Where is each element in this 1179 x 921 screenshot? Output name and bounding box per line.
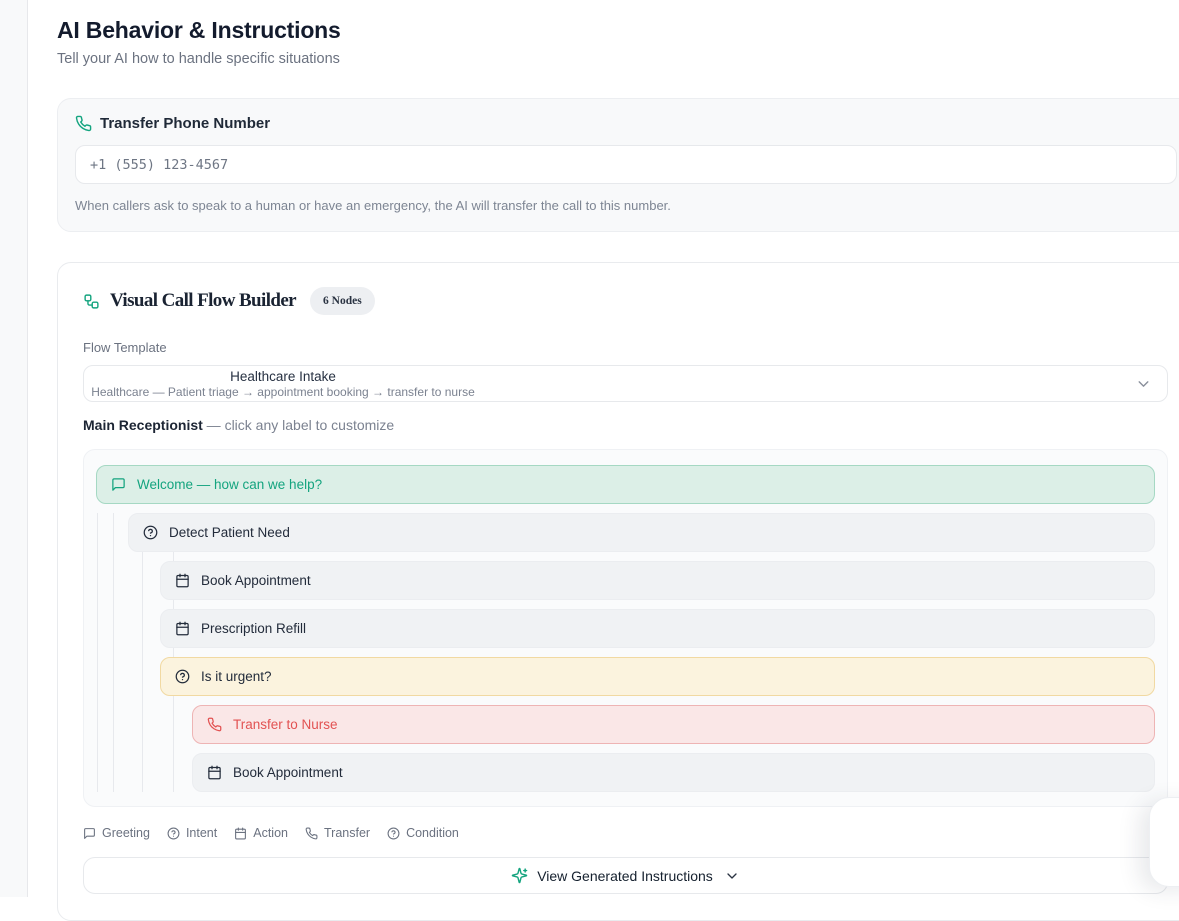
flow-node-intent[interactable]: Detect Patient Need xyxy=(128,513,1155,552)
flow-node-label[interactable]: Book Appointment xyxy=(233,765,343,780)
indent-guide xyxy=(173,513,174,792)
message-square-icon xyxy=(83,827,96,840)
node-count-badge: 6 Nodes xyxy=(310,287,375,315)
flow-node-label[interactable]: Prescription Refill xyxy=(201,621,307,636)
phone-icon xyxy=(207,717,222,732)
flow-node-action[interactable]: Book Appointment xyxy=(192,753,1155,792)
phone-icon xyxy=(75,115,92,132)
flow-node-label[interactable]: Book Appointment xyxy=(201,573,311,588)
legend-label: Action xyxy=(253,826,288,840)
flow-node-transfer[interactable]: Transfer to Nurse xyxy=(192,705,1155,744)
view-generated-instructions-button[interactable]: View Generated Instructions xyxy=(83,857,1168,894)
page-subtitle: Tell your AI how to handle specific situ… xyxy=(57,51,340,67)
calendar-icon xyxy=(175,573,190,588)
legend-label: Condition xyxy=(406,826,459,840)
transfer-phone-card: Transfer Phone Number When callers ask t… xyxy=(57,98,1179,232)
phone-icon xyxy=(305,827,318,840)
view-generated-instructions-label: View Generated Instructions xyxy=(537,867,713,884)
flow-node-action[interactable]: Book Appointment xyxy=(160,561,1155,600)
sparkles-icon xyxy=(511,867,528,884)
workflow-icon xyxy=(83,293,100,310)
main-content: AI Behavior & Instructions Tell your AI … xyxy=(29,0,1179,921)
transfer-phone-helper: When callers ask to speak to a human or … xyxy=(75,198,671,213)
calendar-icon xyxy=(207,765,222,780)
chevron-down-icon xyxy=(1135,375,1152,392)
indent-guide xyxy=(142,513,143,792)
chevron-down-icon xyxy=(724,868,740,884)
calendar-icon xyxy=(234,827,247,840)
flow-node-label[interactable]: Is it urgent? xyxy=(201,669,272,684)
floating-element-cutoff xyxy=(1149,797,1179,887)
help-circle-icon xyxy=(143,525,158,540)
indent-guide xyxy=(97,513,98,792)
flow-node-condition[interactable]: Is it urgent? xyxy=(160,657,1155,696)
indent-guide xyxy=(113,513,114,792)
flow-canvas: Welcome — how can we help? Detect Patient… xyxy=(83,449,1168,807)
transfer-phone-title: Transfer Phone Number xyxy=(100,115,271,132)
help-circle-icon xyxy=(387,827,400,840)
flow-node-greeting[interactable]: Welcome — how can we help? xyxy=(96,465,1155,504)
flow-template-select[interactable]: Healthcare Intake Healthcare — Patient t… xyxy=(83,365,1168,402)
help-circle-icon xyxy=(175,669,190,684)
message-square-icon xyxy=(111,477,126,492)
transfer-phone-input[interactable] xyxy=(75,145,1177,184)
help-circle-icon xyxy=(167,827,180,840)
flow-node-label[interactable]: Welcome — how can we help? xyxy=(137,477,323,492)
legend-label: Transfer xyxy=(323,826,371,840)
flow-node-label[interactable]: Detect Patient Need xyxy=(169,525,290,540)
legend-label: Intent xyxy=(185,826,218,840)
flow-builder-card: Visual Call Flow Builder 6 Nodes Flow Te… xyxy=(57,262,1179,921)
legend-item-condition: Condition xyxy=(387,826,459,840)
selected-template: Healthcare Intake Healthcare — Patient t… xyxy=(84,368,482,399)
legend-label: Greeting xyxy=(102,826,150,840)
legend-item-intent: Intent xyxy=(167,826,217,840)
tree-title: Main Receptionist xyxy=(83,417,203,433)
node-type-legend: Greeting Intent Action Transfer Condition xyxy=(83,826,1179,840)
flow-node-label[interactable]: Transfer to Nurse xyxy=(233,717,338,732)
page-title: AI Behavior & Instructions xyxy=(57,17,341,43)
legend-item-greeting: Greeting xyxy=(83,826,150,840)
legend-item-action: Action xyxy=(234,826,288,840)
flow-template-label: Flow Template xyxy=(83,340,167,355)
calendar-icon xyxy=(175,621,190,636)
flow-builder-title: Visual Call Flow Builder xyxy=(110,290,297,311)
selected-template-description: Healthcare — Patient triage → appointmen… xyxy=(91,385,475,399)
tree-hint: — click any label to customize xyxy=(202,417,395,433)
sidebar-edge xyxy=(0,0,28,897)
flow-node-action[interactable]: Prescription Refill xyxy=(160,609,1155,648)
legend-item-transfer: Transfer xyxy=(305,826,370,840)
tree-caption: Main Receptionist — click any label to c… xyxy=(83,417,1179,433)
selected-template-name: Healthcare Intake xyxy=(230,369,336,384)
